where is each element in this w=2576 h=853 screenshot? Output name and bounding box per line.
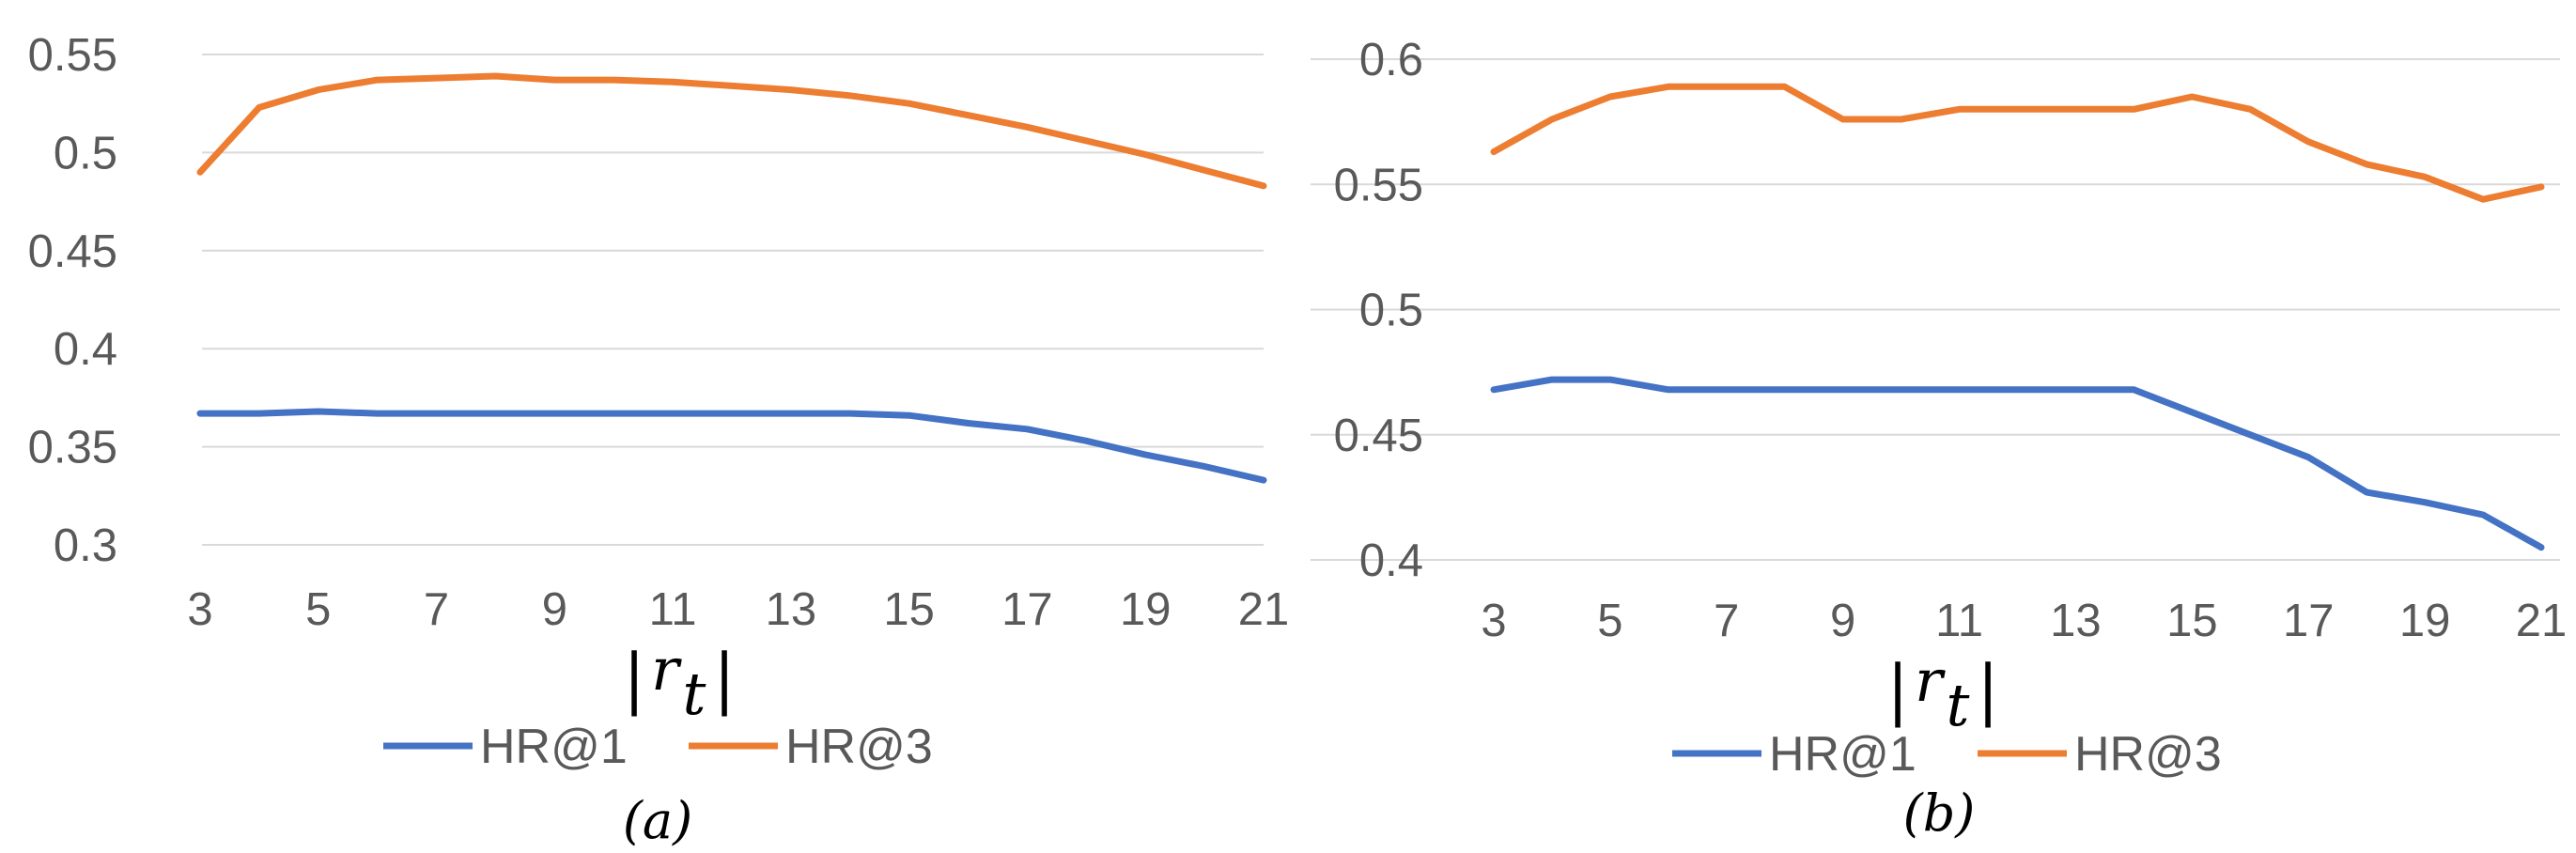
- x-tick-label-b: 17: [2283, 596, 2335, 646]
- x-axis-label-bar-left-b: |: [1886, 651, 1909, 728]
- y-tick-label-a: 0.3: [54, 520, 117, 571]
- x-axis-label-bar-right-a: |: [713, 640, 736, 717]
- legend-label-hr3-a: HR@3: [785, 720, 933, 774]
- x-tick-label-b: 15: [2166, 596, 2218, 646]
- y-tick-label-a: 0.45: [28, 226, 117, 277]
- legend-label-hr1-b: HR@1: [1769, 727, 1916, 782]
- panel-label-a: (a): [623, 791, 692, 850]
- x-axis-label-subscript-a: t: [683, 659, 706, 728]
- legend-label-hr1-a: HR@1: [480, 720, 628, 774]
- series-line-hr3-a: [196, 72, 1267, 190]
- y-tick-label-b: 0.4: [1359, 535, 1423, 586]
- x-tick-label-b: 11: [1935, 596, 1983, 646]
- series-line-hr1-a: [196, 408, 1267, 484]
- y-tick-label-a: 0.55: [28, 30, 117, 81]
- x-tick-label-b: 5: [1597, 596, 1622, 646]
- x-tick-label-a: 5: [305, 584, 331, 635]
- x-tick-label-b: 7: [1714, 596, 1739, 646]
- y-tick-label-a: 0.35: [28, 423, 117, 473]
- x-tick-label-a: 7: [424, 584, 449, 635]
- x-axis-label-subscript-b: t: [1947, 671, 1970, 739]
- x-tick-label-a: 17: [1001, 584, 1053, 635]
- x-axis-label-a: r: [651, 635, 682, 704]
- y-tick-label-b: 0.6: [1359, 35, 1423, 85]
- x-tick-label-a: 15: [883, 584, 935, 635]
- x-tick-label-a: 21: [1238, 584, 1290, 635]
- x-tick-label-b: 3: [1481, 596, 1506, 646]
- x-tick-label-b: 19: [2399, 596, 2451, 646]
- x-tick-label-a: 19: [1120, 584, 1172, 635]
- y-tick-label-a: 0.5: [54, 128, 117, 178]
- x-tick-label-a: 3: [187, 584, 212, 635]
- x-axis-label-bar-right-b: |: [1977, 651, 1999, 728]
- x-tick-label-a: 11: [649, 584, 697, 635]
- y-tick-label-b: 0.5: [1359, 286, 1423, 336]
- x-tick-label-b: 13: [2050, 596, 2102, 646]
- x-tick-label-a: 13: [766, 584, 817, 635]
- x-tick-label-a: 9: [542, 584, 567, 635]
- x-tick-label-b: 9: [1830, 596, 1855, 646]
- legend-label-hr3-b: HR@3: [2074, 727, 2222, 782]
- x-axis-label-b: r: [1915, 646, 1946, 715]
- x-tick-label-b: 21: [2516, 596, 2568, 646]
- x-axis-label-bar-left-a: |: [623, 640, 645, 717]
- y-tick-label-b: 0.55: [1334, 160, 1423, 210]
- panel-label-b: (b): [1903, 783, 1976, 843]
- y-tick-label-b: 0.45: [1334, 411, 1423, 461]
- y-tick-label-a: 0.4: [54, 324, 117, 375]
- series-line-hr3-b: [1490, 83, 2545, 203]
- series-line-hr1-b: [1490, 376, 2545, 551]
